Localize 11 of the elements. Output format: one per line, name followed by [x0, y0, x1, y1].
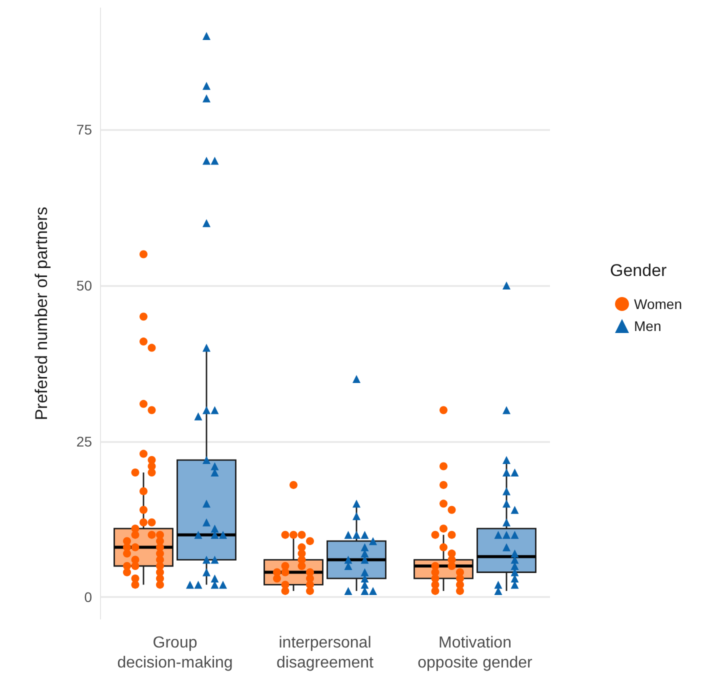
y-axis-title: Prefered number of partners [32, 206, 51, 420]
legend-label: Women [634, 296, 682, 312]
legend-label: Men [634, 318, 662, 334]
y-tick-label: 50 [76, 277, 92, 294]
x-tick-label: Motivation opposite gender [418, 634, 534, 672]
legend-title: Gender [610, 261, 668, 280]
x-tick-label: interpersonal disagreement [276, 634, 374, 672]
x-tick-label: Group decision-making [117, 634, 233, 672]
y-tick-label: 75 [76, 122, 92, 138]
y-tick-label: 25 [76, 433, 92, 450]
y-tick-label: 0 [84, 589, 92, 606]
